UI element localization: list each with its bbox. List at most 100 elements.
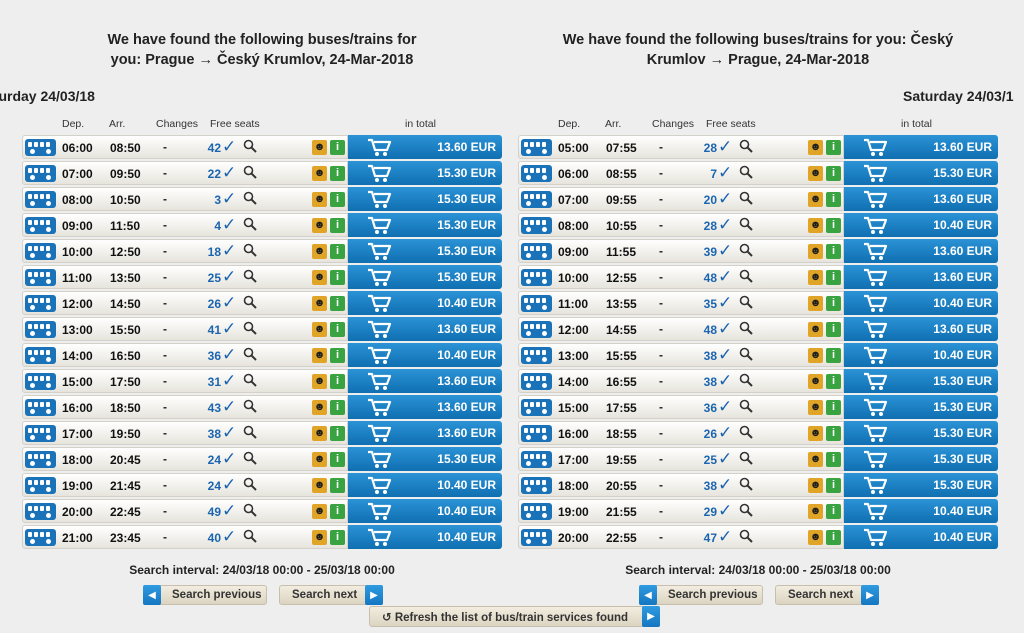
info-icon[interactable]: i [826, 478, 841, 493]
person-icon[interactable]: ☻ [312, 166, 327, 181]
magnifier-icon[interactable] [243, 321, 257, 335]
info-icon[interactable]: i [330, 530, 345, 545]
buy-ticket-button[interactable]: 15.30 EUR [348, 239, 502, 263]
magnifier-icon[interactable] [739, 503, 753, 517]
person-icon[interactable]: ☻ [808, 192, 823, 207]
magnifier-icon[interactable] [739, 295, 753, 309]
bus-icon[interactable] [521, 399, 552, 416]
magnifier-icon[interactable] [739, 425, 753, 439]
magnifier-icon[interactable] [243, 425, 257, 439]
info-icon[interactable]: i [826, 504, 841, 519]
buy-ticket-button[interactable]: 15.30 EUR [348, 187, 502, 211]
buy-ticket-button[interactable]: 10.40 EUR [348, 473, 502, 497]
magnifier-icon[interactable] [739, 477, 753, 491]
info-icon[interactable]: i [826, 244, 841, 259]
buy-ticket-button[interactable]: 10.40 EUR [844, 525, 998, 549]
bus-icon[interactable] [25, 269, 56, 286]
bus-icon[interactable] [521, 269, 552, 286]
info-icon[interactable]: i [330, 244, 345, 259]
magnifier-icon[interactable] [739, 139, 753, 153]
person-icon[interactable]: ☻ [808, 374, 823, 389]
info-icon[interactable]: i [330, 374, 345, 389]
info-icon[interactable]: i [826, 218, 841, 233]
info-icon[interactable]: i [826, 192, 841, 207]
bus-icon[interactable] [25, 321, 56, 338]
buy-ticket-button[interactable]: 15.30 EUR [844, 395, 998, 419]
buy-ticket-button[interactable]: 15.30 EUR [844, 421, 998, 445]
magnifier-icon[interactable] [739, 217, 753, 231]
info-icon[interactable]: i [330, 348, 345, 363]
person-icon[interactable]: ☻ [808, 426, 823, 441]
magnifier-icon[interactable] [243, 191, 257, 205]
bus-icon[interactable] [25, 191, 56, 208]
buy-ticket-button[interactable]: 13.60 EUR [844, 317, 998, 341]
buy-ticket-button[interactable]: 10.40 EUR [348, 525, 502, 549]
bus-icon[interactable] [25, 529, 56, 546]
magnifier-icon[interactable] [243, 477, 257, 491]
info-icon[interactable]: i [826, 374, 841, 389]
search-next-button[interactable]: Search next ▶ [775, 585, 879, 605]
person-icon[interactable]: ☻ [312, 452, 327, 467]
magnifier-icon[interactable] [739, 399, 753, 413]
info-icon[interactable]: i [826, 400, 841, 415]
person-icon[interactable]: ☻ [808, 452, 823, 467]
info-icon[interactable]: i [330, 296, 345, 311]
person-icon[interactable]: ☻ [808, 530, 823, 545]
buy-ticket-button[interactable]: 10.40 EUR [844, 291, 998, 315]
buy-ticket-button[interactable]: 15.30 EUR [844, 161, 998, 185]
buy-ticket-button[interactable]: 15.30 EUR [348, 265, 502, 289]
buy-ticket-button[interactable]: 15.30 EUR [844, 447, 998, 471]
person-icon[interactable]: ☻ [312, 322, 327, 337]
bus-icon[interactable] [521, 503, 552, 520]
magnifier-icon[interactable] [243, 243, 257, 257]
info-icon[interactable]: i [826, 166, 841, 181]
bus-icon[interactable] [521, 425, 552, 442]
magnifier-icon[interactable] [739, 373, 753, 387]
magnifier-icon[interactable] [243, 451, 257, 465]
buy-ticket-button[interactable]: 10.40 EUR [348, 291, 502, 315]
magnifier-icon[interactable] [243, 165, 257, 179]
buy-ticket-button[interactable]: 13.60 EUR [844, 187, 998, 211]
magnifier-icon[interactable] [243, 139, 257, 153]
info-icon[interactable]: i [330, 322, 345, 337]
person-icon[interactable]: ☻ [808, 504, 823, 519]
person-icon[interactable]: ☻ [312, 192, 327, 207]
buy-ticket-button[interactable]: 13.60 EUR [348, 135, 502, 159]
info-icon[interactable]: i [330, 218, 345, 233]
bus-icon[interactable] [521, 217, 552, 234]
bus-icon[interactable] [521, 347, 552, 364]
buy-ticket-button[interactable]: 10.40 EUR [348, 343, 502, 367]
person-icon[interactable]: ☻ [312, 140, 327, 155]
magnifier-icon[interactable] [243, 347, 257, 361]
bus-icon[interactable] [25, 295, 56, 312]
buy-ticket-button[interactable]: 13.60 EUR [348, 421, 502, 445]
person-icon[interactable]: ☻ [808, 322, 823, 337]
bus-icon[interactable] [521, 477, 552, 494]
info-icon[interactable]: i [330, 504, 345, 519]
buy-ticket-button[interactable]: 10.40 EUR [348, 499, 502, 523]
buy-ticket-button[interactable]: 13.60 EUR [348, 317, 502, 341]
bus-icon[interactable] [25, 373, 56, 390]
magnifier-icon[interactable] [739, 347, 753, 361]
person-icon[interactable]: ☻ [312, 426, 327, 441]
person-icon[interactable]: ☻ [808, 270, 823, 285]
buy-ticket-button[interactable]: 13.60 EUR [844, 239, 998, 263]
info-icon[interactable]: i [330, 140, 345, 155]
bus-icon[interactable] [521, 295, 552, 312]
info-icon[interactable]: i [826, 348, 841, 363]
buy-ticket-button[interactable]: 15.30 EUR [844, 369, 998, 393]
person-icon[interactable]: ☻ [808, 218, 823, 233]
info-icon[interactable]: i [330, 400, 345, 415]
bus-icon[interactable] [521, 191, 552, 208]
bus-icon[interactable] [25, 477, 56, 494]
bus-icon[interactable] [25, 399, 56, 416]
person-icon[interactable]: ☻ [808, 140, 823, 155]
buy-ticket-button[interactable]: 15.30 EUR [844, 473, 998, 497]
bus-icon[interactable] [25, 425, 56, 442]
bus-icon[interactable] [521, 243, 552, 260]
info-icon[interactable]: i [826, 140, 841, 155]
bus-icon[interactable] [25, 451, 56, 468]
person-icon[interactable]: ☻ [312, 530, 327, 545]
info-icon[interactable]: i [826, 452, 841, 467]
person-icon[interactable]: ☻ [312, 478, 327, 493]
